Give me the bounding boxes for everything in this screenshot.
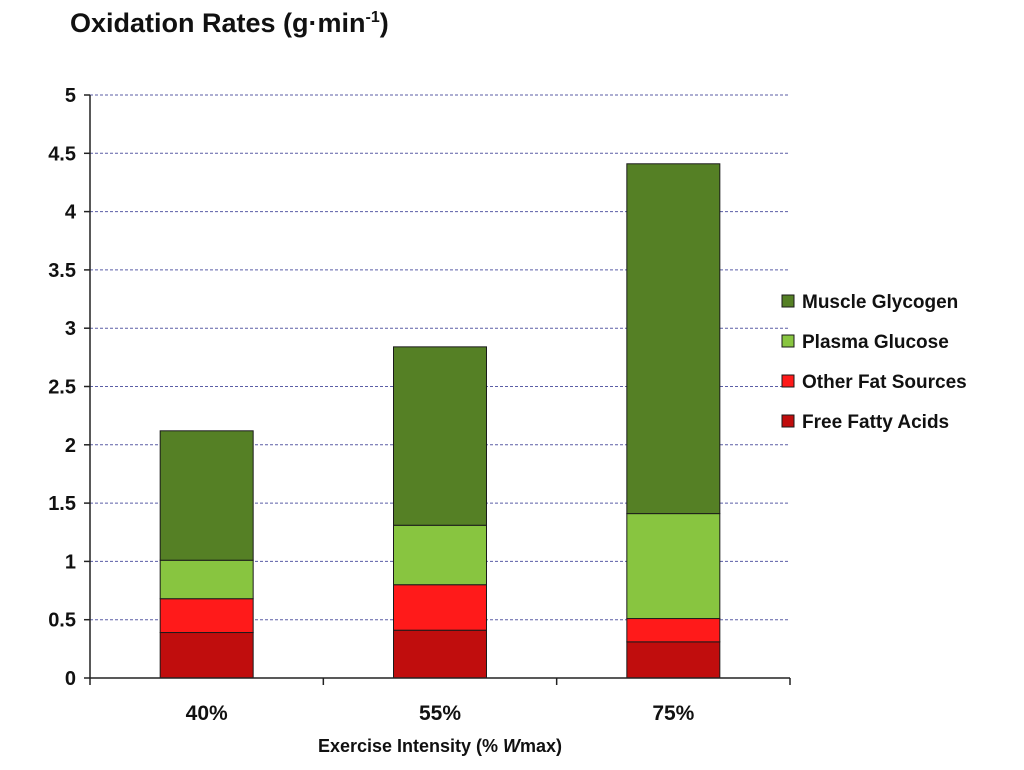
- x-tick-label: 75%: [652, 702, 694, 725]
- bar-segment: [159, 632, 254, 679]
- legend-label: Other Fat Sources: [802, 372, 967, 393]
- bars: [159, 163, 721, 679]
- chart-title: Oxidation Rates (g·min-1): [70, 8, 389, 39]
- bar-segment: [159, 598, 254, 634]
- y-tick-label: 1.5: [48, 493, 76, 515]
- bar-segment: [393, 584, 487, 631]
- y-tick-label: 4: [65, 202, 77, 224]
- x-tick-label: 55%: [419, 702, 461, 725]
- legend-label: Free Fatty Acids: [802, 412, 949, 433]
- bar-segment: [393, 629, 487, 679]
- chart-title-superscript: -1: [365, 9, 380, 26]
- y-tick-label: 3: [65, 318, 76, 340]
- bar-segment: [159, 559, 254, 600]
- y-tick-label: 2.5: [48, 377, 76, 399]
- x-axis-label-suffix: max): [520, 736, 563, 756]
- legend-swatch: [781, 294, 795, 308]
- bar-segment: [393, 346, 487, 526]
- y-tick-label: 4.5: [48, 143, 76, 165]
- x-tick-label: 40%: [186, 702, 228, 725]
- legend: Muscle Glycogen Plasma Glucose Other Fat S…: [781, 292, 967, 433]
- x-axis-label: Exercise Intensity (% Wmax): [240, 736, 640, 757]
- y-tick-label: 0: [65, 668, 76, 690]
- chart-title-text: Oxidation Rates (g·min: [70, 8, 366, 38]
- y-tick-label: 5: [65, 85, 76, 107]
- y-tick-label: 0.5: [48, 610, 76, 632]
- legend-label: Plasma Glucose: [802, 332, 949, 353]
- x-axis-label-italic: W: [503, 736, 521, 756]
- legend-swatch: [781, 334, 795, 348]
- bar-segment: [626, 618, 721, 643]
- axes: 0 0.5 1 1.5 2 2.5 3 3.5 4 4.5 5 40% 55% 75%: [48, 85, 791, 725]
- y-tick-label: 2: [65, 435, 76, 457]
- bar-segment: [626, 163, 721, 515]
- legend-swatch: [781, 414, 795, 428]
- bar-segment: [626, 641, 721, 679]
- legend-label: Muscle Glycogen: [802, 292, 958, 313]
- bar-segment: [626, 513, 721, 620]
- bar-segment: [393, 524, 487, 586]
- y-tick-label: 1: [65, 551, 76, 573]
- chart-title-close-paren: ): [379, 8, 389, 38]
- y-tick-label: 3.5: [48, 260, 76, 282]
- bar-segment: [159, 430, 254, 561]
- legend-swatch: [781, 374, 795, 388]
- x-axis-label-text: Exercise Intensity (%: [317, 736, 504, 756]
